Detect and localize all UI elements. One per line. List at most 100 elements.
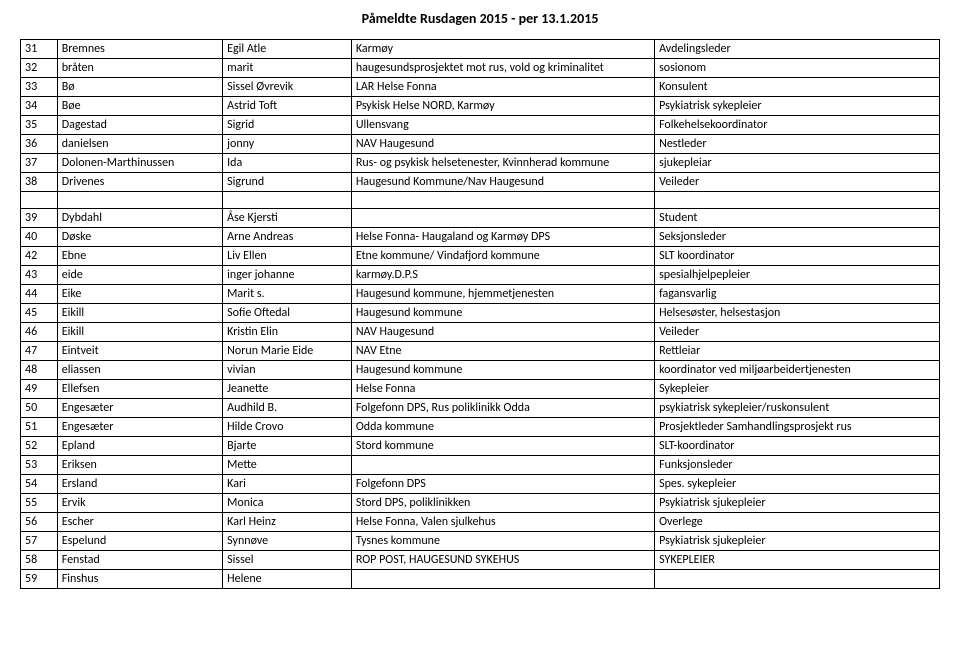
table-cell: 34 (21, 97, 58, 116)
table-cell: Rus- og psykisk helsetenester, Kvinnhera… (351, 154, 654, 173)
table-cell: 44 (21, 285, 58, 304)
table-cell: Liv Ellen (223, 247, 352, 266)
gap-cell (21, 192, 58, 209)
table-cell: 51 (21, 418, 58, 437)
table-row: 53EriksenMetteFunksjonsleder (21, 456, 940, 475)
table-cell: koordinator ved miljøarbeidertjenesten (655, 361, 940, 380)
table-row: 32bråtenmarithaugesundsprosjektet mot ru… (21, 59, 940, 78)
table-row: 45EikillSofie OftedalHaugesund kommuneHe… (21, 304, 940, 323)
table-cell: ROP POST, HAUGESUND SYKEHUS (351, 551, 654, 570)
table-cell: 58 (21, 551, 58, 570)
table-cell: inger johanne (223, 266, 352, 285)
table-cell: LAR Helse Fonna (351, 78, 654, 97)
table-cell: 56 (21, 513, 58, 532)
table-cell: Karmøy (351, 40, 654, 59)
table-cell: SLT koordinator (655, 247, 940, 266)
table-cell: Stord DPS, poliklinikken (351, 494, 654, 513)
table-cell: sosionom (655, 59, 940, 78)
table-row: 42EbneLiv EllenEtne kommune/ Vindafjord … (21, 247, 940, 266)
table-row: 58FenstadSisselROP POST, HAUGESUND SYKEH… (21, 551, 940, 570)
table-cell: Konsulent (655, 78, 940, 97)
table-cell: Fenstad (57, 551, 222, 570)
table-cell: Engesæter (57, 418, 222, 437)
table-row: 50EngesæterAudhild B.Folgefonn DPS, Rus … (21, 399, 940, 418)
table-cell: Veileder (655, 323, 940, 342)
table-cell: 49 (21, 380, 58, 399)
table-cell: 53 (21, 456, 58, 475)
table-cell: Veileder (655, 173, 940, 192)
table-row: 59FinshusHelene (21, 570, 940, 589)
table-cell: 37 (21, 154, 58, 173)
table-cell: 46 (21, 323, 58, 342)
table-cell: 31 (21, 40, 58, 59)
table-cell: NAV Haugesund (351, 323, 654, 342)
table-cell: Eikill (57, 323, 222, 342)
table-cell: Ervik (57, 494, 222, 513)
table-cell: Jeanette (223, 380, 352, 399)
table-cell: Marit s. (223, 285, 352, 304)
table-cell: marit (223, 59, 352, 78)
table-cell: Student (655, 209, 940, 228)
table-cell: Eintveit (57, 342, 222, 361)
table-cell: Astrid Toft (223, 97, 352, 116)
table-cell: 59 (21, 570, 58, 589)
table-row: 36danielsenjonnyNAV HaugesundNestleder (21, 135, 940, 154)
table-cell: Hilde Crovo (223, 418, 352, 437)
table-row: 55ErvikMonicaStord DPS, poliklinikkenPsy… (21, 494, 940, 513)
gap-cell (223, 192, 352, 209)
table-cell: 47 (21, 342, 58, 361)
table-cell: Bø (57, 78, 222, 97)
table-cell: Åse Kjersti (223, 209, 352, 228)
table-cell: haugesundsprosjektet mot rus, vold og kr… (351, 59, 654, 78)
table-cell: Egil Atle (223, 40, 352, 59)
table-cell: 57 (21, 532, 58, 551)
table-cell: 38 (21, 173, 58, 192)
table-cell: Helsesøster, helsestasjon (655, 304, 940, 323)
table-cell: Helse Fonna- Haugaland og Karmøy DPS (351, 228, 654, 247)
table-cell: Bjarte (223, 437, 352, 456)
table-cell: Eriksen (57, 456, 222, 475)
table-cell: Haugesund kommune (351, 361, 654, 380)
table-row: 46EikillKristin ElinNAV HaugesundVeilede… (21, 323, 940, 342)
table-cell: 36 (21, 135, 58, 154)
table-cell: SYKEPLEIER (655, 551, 940, 570)
table-cell: NAV Haugesund (351, 135, 654, 154)
table-cell: bråten (57, 59, 222, 78)
table-cell: Kari (223, 475, 352, 494)
table-cell: Rettleiar (655, 342, 940, 361)
table-cell: Avdelingsleder (655, 40, 940, 59)
table-cell: Funksjonsleder (655, 456, 940, 475)
table-row: 38DrivenesSigrundHaugesund Kommune/Nav H… (21, 173, 940, 192)
gap-cell (351, 192, 654, 209)
table-cell: Espelund (57, 532, 222, 551)
table-cell: Sigrid (223, 116, 352, 135)
table-row: 57EspelundSynnøveTysnes kommunePsykiatri… (21, 532, 940, 551)
table-cell: Odda kommune (351, 418, 654, 437)
table-cell: Ullensvang (351, 116, 654, 135)
table-cell: Haugesund Kommune/Nav Haugesund (351, 173, 654, 192)
table-cell: Helene (223, 570, 352, 589)
table-cell: Døske (57, 228, 222, 247)
table-cell: 32 (21, 59, 58, 78)
table-cell: 48 (21, 361, 58, 380)
table-cell: fagansvarlig (655, 285, 940, 304)
table-cell: 40 (21, 228, 58, 247)
table-cell (655, 570, 940, 589)
table-cell: Psykiatrisk sykepleier (655, 97, 940, 116)
table-cell: Finshus (57, 570, 222, 589)
table-cell: Sykepleier (655, 380, 940, 399)
table-row: 40DøskeArne AndreasHelse Fonna- Haugalan… (21, 228, 940, 247)
table-cell: Bøe (57, 97, 222, 116)
table-row: 56EscherKarl HeinzHelse Fonna, Valen sju… (21, 513, 940, 532)
table-cell: eide (57, 266, 222, 285)
table-cell (351, 209, 654, 228)
table-row: 51EngesæterHilde CrovoOdda kommuneProsje… (21, 418, 940, 437)
table-cell: Kristin Elin (223, 323, 352, 342)
table-cell: vivian (223, 361, 352, 380)
table-cell: sjukepleiar (655, 154, 940, 173)
table-cell: Haugesund kommune, hjemmetjenesten (351, 285, 654, 304)
table-cell: Sofie Oftedal (223, 304, 352, 323)
table-cell: Stord kommune (351, 437, 654, 456)
table-cell: Ida (223, 154, 352, 173)
table-cell: Etne kommune/ Vindafjord kommune (351, 247, 654, 266)
